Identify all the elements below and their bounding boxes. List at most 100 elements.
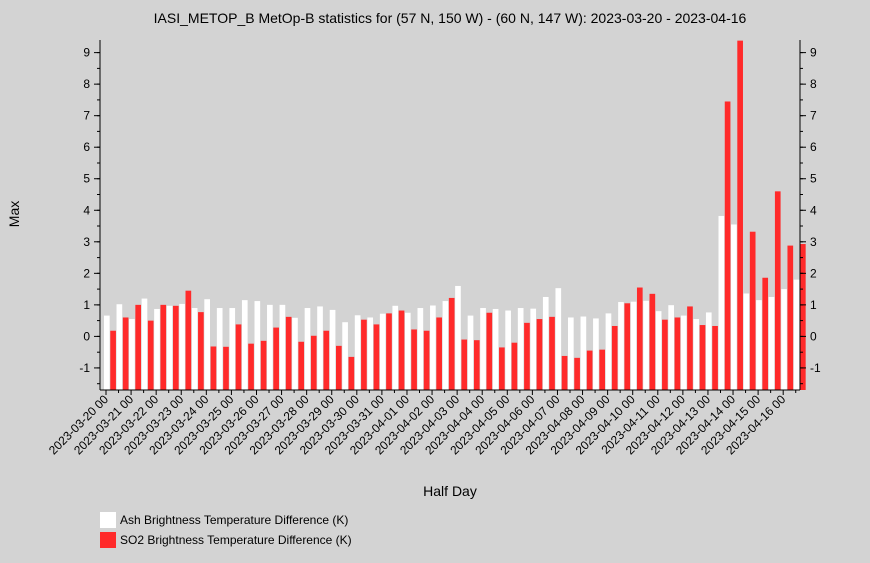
so2-bar	[762, 277, 769, 390]
ash-bar	[618, 302, 624, 390]
y-tick-label-left: 6	[83, 140, 90, 154]
ash-bar	[442, 301, 449, 390]
ash-bar	[154, 308, 160, 390]
ash-bar	[229, 308, 236, 390]
so2-bar	[649, 293, 656, 390]
y-tick-label-right: 9	[810, 46, 817, 60]
so2-bar	[687, 306, 693, 390]
so2-bar	[336, 345, 342, 390]
so2-bar	[110, 330, 116, 390]
so2-bar	[298, 341, 305, 390]
so2-bar	[674, 317, 681, 390]
so2-bar	[361, 319, 367, 390]
ash-bar	[693, 319, 700, 390]
so2-bar	[499, 347, 505, 390]
so2-bar	[373, 324, 380, 390]
so2-bar	[411, 329, 417, 390]
legend-swatch-ash	[100, 512, 116, 528]
so2-bar	[473, 340, 480, 390]
y-tick-label-left: 0	[83, 329, 90, 343]
so2-bar	[511, 342, 518, 390]
so2-bar	[787, 245, 794, 390]
y-tick-label-left: 3	[83, 235, 90, 249]
chart-title: IASI_METOP_B MetOp-B statistics for (57 …	[154, 10, 747, 26]
ash-bar	[104, 315, 110, 390]
so2-bar	[561, 355, 568, 390]
so2-bar	[724, 101, 731, 391]
bars-group	[104, 40, 806, 391]
so2-bar	[737, 40, 743, 390]
so2-bar	[611, 325, 618, 390]
so2-bar	[586, 350, 593, 390]
so2-bar	[599, 349, 606, 390]
so2-bar	[122, 317, 129, 390]
so2-bar	[160, 304, 167, 390]
y-tick-label-right: 0	[810, 329, 817, 343]
so2-bar	[423, 330, 430, 390]
y-tick-label-right: -1	[810, 361, 821, 375]
so2-bar	[461, 339, 468, 390]
y-tick-label-left: 9	[83, 46, 90, 60]
legend-swatch-so2	[100, 532, 116, 548]
ash-bar	[292, 317, 298, 390]
ash-bar	[568, 317, 574, 390]
ash-bar	[467, 315, 474, 390]
so2-bar	[198, 312, 204, 390]
ash-bar	[204, 299, 210, 390]
ash-bar	[718, 215, 725, 390]
ash-bar	[404, 312, 411, 390]
y-tick-label-right: 3	[810, 235, 817, 249]
ash-bar	[354, 315, 361, 390]
so2-bar	[323, 330, 330, 390]
ash-bar	[731, 224, 737, 390]
so2-bar	[699, 325, 706, 390]
so2-bar	[448, 297, 455, 390]
ash-bar	[781, 289, 787, 390]
ash-bar	[455, 285, 461, 390]
ash-bar	[743, 293, 750, 390]
so2-bar	[273, 327, 279, 390]
so2-bar	[749, 231, 756, 390]
ash-bar	[191, 308, 198, 390]
y-axis-label: Max	[6, 201, 22, 227]
y-tick-label-left: 7	[83, 109, 90, 123]
ash-bar	[480, 308, 486, 390]
legend-label-so2: SO2 Brightness Temperature Difference (K…	[120, 533, 352, 547]
ash-bar	[329, 309, 336, 390]
so2-bar	[624, 303, 631, 390]
so2-bar	[800, 244, 806, 390]
so2-bar	[662, 319, 668, 390]
ash-bar	[241, 300, 248, 390]
ash-bar	[367, 317, 374, 390]
ash-bar	[593, 318, 599, 390]
y-tick-label-right: 6	[810, 140, 817, 154]
ash-bar	[166, 305, 173, 390]
y-tick-label-right: 8	[810, 77, 817, 91]
ash-bar	[129, 319, 135, 390]
ash-bar	[793, 279, 800, 390]
y-tick-label-left: 5	[83, 172, 90, 186]
so2-bar	[285, 316, 292, 390]
ash-bar	[768, 296, 775, 390]
ash-bar	[555, 288, 562, 390]
so2-bar	[524, 322, 530, 390]
legend-item-ash: Ash Brightness Temperature Difference (K…	[100, 512, 348, 528]
ash-bar	[680, 315, 687, 390]
so2-bar	[185, 290, 192, 390]
ash-bar	[530, 308, 537, 390]
y-tick-label-right: 1	[810, 298, 817, 312]
so2-bar	[536, 319, 543, 390]
so2-bar	[348, 356, 355, 390]
so2-bar	[235, 324, 242, 390]
so2-bar	[135, 304, 142, 390]
so2-bar	[210, 346, 217, 390]
y-tick-label-right: 7	[810, 109, 817, 123]
y-tick-label-left: 8	[83, 77, 90, 91]
so2-bar	[386, 313, 392, 390]
ash-bar	[417, 308, 424, 390]
ash-bar	[254, 301, 261, 390]
ash-bar	[655, 311, 662, 390]
so2-bar	[147, 320, 154, 390]
y-tick-label-left: 2	[83, 266, 90, 280]
